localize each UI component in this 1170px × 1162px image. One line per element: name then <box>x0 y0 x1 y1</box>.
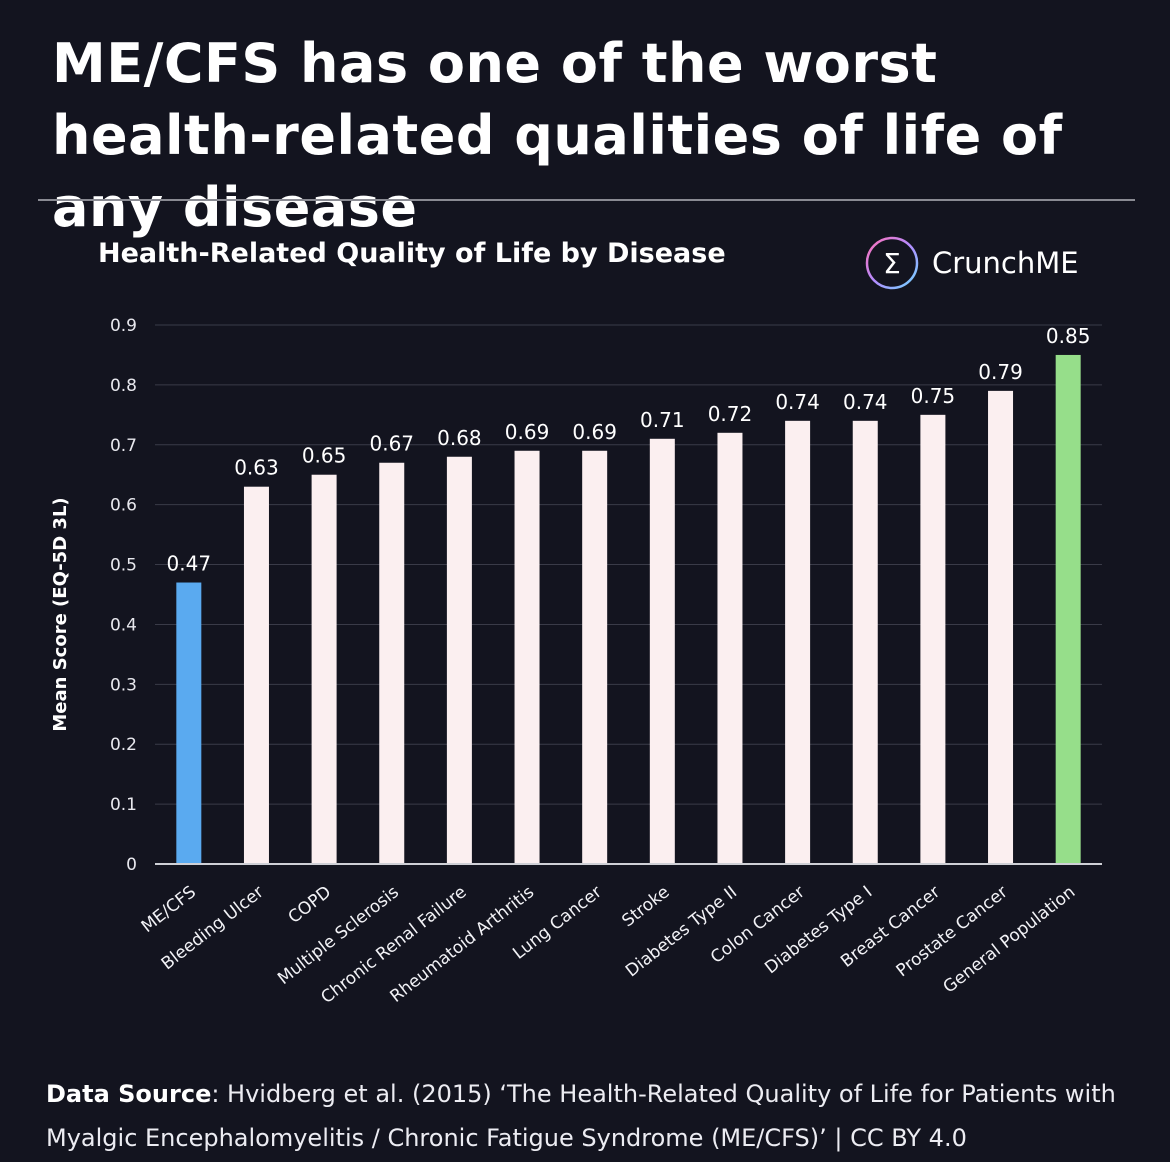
bar <box>988 390 1014 864</box>
bar <box>243 486 269 864</box>
data-source-label: Data Source <box>46 1080 212 1108</box>
category-label: Prostate Cancer <box>893 882 1012 981</box>
y-tick-label: 0.4 <box>110 615 137 635</box>
y-tick-label: 0.9 <box>110 316 137 336</box>
data-source-text: : Hvidberg et al. (2015) ‘The Health-Rel… <box>46 1080 1116 1152</box>
y-tick-label: 0.2 <box>110 735 137 755</box>
value-label: 0.69 <box>505 420 550 444</box>
bar <box>852 420 878 864</box>
value-label: 0.68 <box>437 426 482 450</box>
value-label: 0.69 <box>572 420 617 444</box>
value-label: 0.74 <box>775 390 820 414</box>
value-label: 0.74 <box>843 390 888 414</box>
category-label: Stroke <box>618 882 673 931</box>
value-label: 0.71 <box>640 408 685 432</box>
bar <box>1055 354 1081 864</box>
data-source: Data Source: Hvidberg et al. (2015) ‘The… <box>46 1072 1136 1160</box>
brand-logo: Σ CrunchME <box>864 236 1079 290</box>
sigma-icon: Σ <box>865 236 919 290</box>
bar <box>717 432 743 864</box>
bar <box>176 582 202 864</box>
headline: ME/CFS has one of the worst health-relat… <box>52 32 1063 239</box>
value-label: 0.72 <box>708 402 753 426</box>
value-label: 0.65 <box>302 444 347 468</box>
y-axis-label: Mean Score (EQ-5D 3L) <box>50 497 71 731</box>
category-label: COPD <box>285 882 336 928</box>
value-label: 0.75 <box>911 384 956 408</box>
value-label: 0.67 <box>369 432 414 456</box>
bar-chart: 0 0.1 0.2 0.3 0.4 0.5 0.6 0.7 0.8 0.9 Mean Score (… <box>50 316 1102 1008</box>
bar <box>311 474 337 864</box>
category-label: ME/CFS <box>138 882 200 937</box>
brand-name: CrunchME <box>932 246 1079 280</box>
bar <box>785 420 811 864</box>
value-label: 0.79 <box>978 360 1023 384</box>
y-tick-label: 0.3 <box>110 675 137 695</box>
y-tick-label: 0.6 <box>110 496 137 516</box>
y-tick-label: 0.1 <box>110 795 137 815</box>
value-label: 0.63 <box>234 456 279 480</box>
y-tick-label: 0.7 <box>110 436 137 456</box>
bar <box>920 414 946 864</box>
category-label: Diabetes Type II <box>622 882 741 981</box>
bar <box>582 450 608 864</box>
chart-title: Health-Related Quality of Life by Diseas… <box>98 238 726 269</box>
bar <box>514 450 540 864</box>
value-label: 0.85 <box>1046 324 1091 348</box>
svg-text:Σ: Σ <box>883 247 901 280</box>
y-tick-label: 0.5 <box>110 556 137 576</box>
divider <box>38 199 1135 201</box>
bar <box>446 456 472 864</box>
y-tick-label: 0.8 <box>110 376 137 396</box>
category-label: Multiple Sclerosis <box>274 882 403 989</box>
bar <box>649 438 675 864</box>
y-tick-label: 0 <box>126 855 137 875</box>
value-label: 0.47 <box>167 552 212 576</box>
bar <box>379 462 405 864</box>
